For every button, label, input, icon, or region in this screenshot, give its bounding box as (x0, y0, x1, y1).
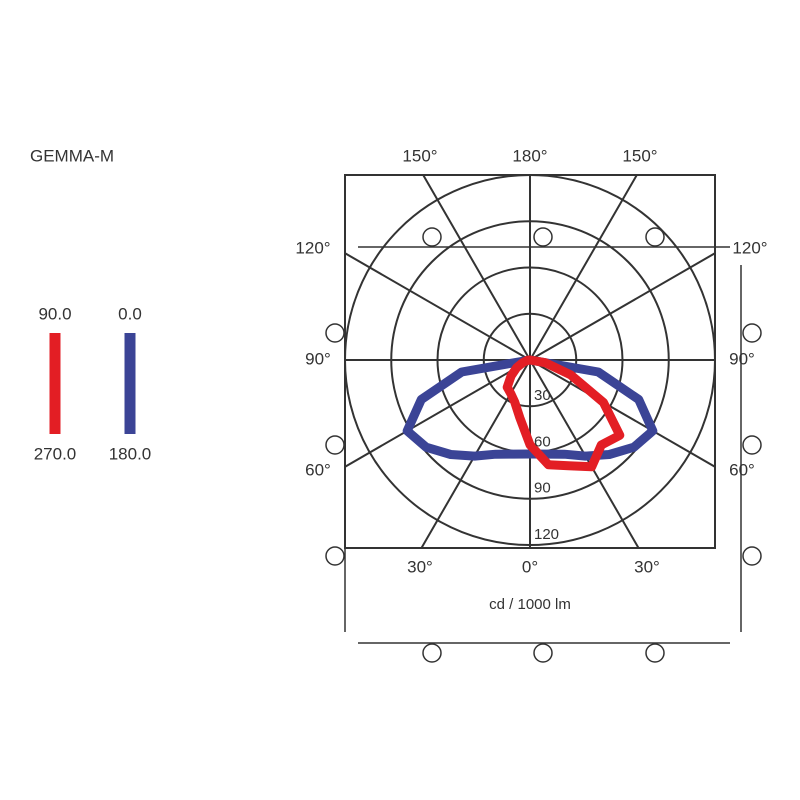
angle-tick-label: 30° (634, 557, 660, 576)
angle-tick-label: 90° (729, 349, 755, 368)
legend-label: 270.0 (34, 444, 77, 463)
angle-tick-label: 0° (522, 557, 538, 576)
angle-tick-label: 150° (402, 146, 437, 165)
ring (345, 175, 715, 546)
legend-label: 90.0 (38, 304, 71, 323)
angle-tick-label: 30° (407, 557, 433, 576)
chart-title: GEMMA-M (30, 146, 114, 165)
legend-label: 0.0 (118, 304, 142, 323)
ring-label: 60 (534, 433, 551, 450)
legend-swatch (124, 333, 136, 434)
angle-tick-label: 90° (305, 349, 331, 368)
legend-label: 180.0 (109, 444, 152, 463)
ring (482, 312, 578, 408)
curve (502, 355, 625, 472)
ring-label: 120 (534, 526, 559, 543)
curve (402, 355, 658, 461)
angle-tick-label: 180° (512, 146, 547, 165)
ring (390, 220, 670, 500)
angle-tick-label: 150° (622, 146, 657, 165)
decorations (325, 227, 762, 663)
angle-tick-label: 60° (305, 460, 331, 479)
angle-tick-label: 120° (295, 238, 330, 257)
axis-label: cd / 1000 lm (489, 596, 571, 613)
legend-swatch (49, 333, 61, 434)
ring-label: 90 (534, 480, 551, 497)
angle-tick-label: 120° (732, 238, 767, 257)
angle-tick-label: 60° (729, 460, 755, 479)
ring-label: 30 (534, 387, 551, 404)
